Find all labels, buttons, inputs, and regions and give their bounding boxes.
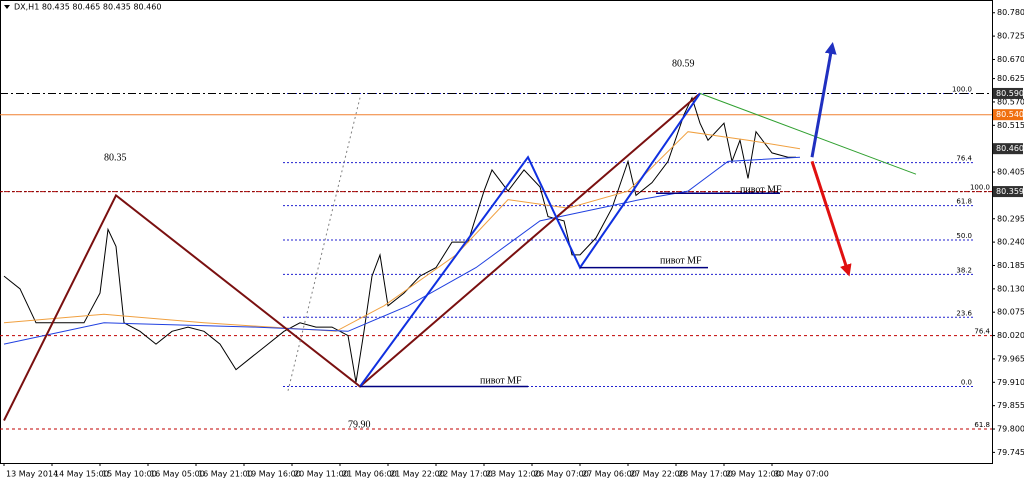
y-tick-label: 80.020 [997,331,1024,340]
y-tick-label: 80.075 [997,308,1024,317]
series-line [3,156,801,345]
menu-icon[interactable] [4,5,10,9]
x-tick-label: 14 May 15:00 [54,470,109,479]
x-tick-label: 19 May 16:00 [246,470,301,479]
fib-label-2: 76.4 [974,328,990,336]
x-tick-label: 21 May 06:00 [342,470,397,479]
series-line [287,97,361,391]
annotation: 79.90 [348,419,371,430]
arrow [810,41,837,158]
y-tick-label: 80.625 [997,74,1024,83]
series-line [699,92,917,175]
x-tick-label: 27 May 06:00 [582,470,637,479]
series-line [3,96,796,383]
x-tick-label: 27 May 22:00 [630,470,685,479]
y-tick-label: 80.405 [997,168,1024,177]
annotation: пивот MF [660,255,702,266]
annotation: пивот MF [480,375,522,386]
fib-label: 38.2 [956,266,972,274]
price-box-label: 80.359 [996,187,1024,196]
price-box [993,143,1023,155]
y-tick-label: 79.855 [997,401,1024,410]
y-tick-label: 79.800 [997,425,1024,434]
fib-label: 0.0 [961,379,972,387]
y-tick-label: 80.295 [997,214,1024,223]
y-tick-label: 80.130 [997,284,1024,293]
x-tick-label: 21 May 22:00 [390,470,445,479]
y-tick-label: 79.910 [997,378,1024,387]
y-tick-label: 80.515 [997,121,1024,130]
series-line [3,131,801,332]
price-box [993,87,1023,99]
price-box [993,186,1023,198]
y-tick-label: 80.725 [997,32,1024,41]
x-tick-label: 22 May 17:00 [438,470,493,479]
arrow [810,160,852,277]
price-box-label: 80.460 [996,144,1024,153]
price-box-label: 80.590 [996,89,1024,98]
x-tick-label: 29 May 12:00 [726,470,781,479]
y-tick-label: 80.240 [997,238,1024,247]
plot-frame [0,0,993,464]
annotation: 80.35 [104,152,127,163]
series-line [3,92,701,421]
x-tick-label: 26 May 07:00 [534,470,589,479]
price-box-label: 80.540 [996,110,1024,119]
price-box [993,109,1023,121]
y-tick-label: 80.185 [997,261,1024,270]
x-tick-label: 16 May 21:00 [198,470,253,479]
x-tick-label: 15 May 10:00 [102,470,157,479]
y-tick-label: 80.670 [997,55,1024,64]
series-line [359,92,701,388]
chart-title: DX,H1 80.435 80.465 80.435 80.460 [14,3,161,12]
x-tick-label: 13 May 2014 [6,470,58,479]
x-tick-label: 16 May 05:00 [150,470,205,479]
x-tick-label: 20 May 11:00 [294,470,349,479]
y-tick-label: 79.745 [997,448,1024,457]
fib-label: 23.6 [956,309,972,317]
annotation: пивот MF [740,184,782,195]
x-tick-label: 30 May 07:00 [774,470,829,479]
fib-label: 100.0 [952,85,972,93]
y-tick-label: 79.965 [997,354,1024,363]
x-tick-label: 28 May 17:00 [678,470,733,479]
fib-label: 61.8 [956,198,972,206]
fib-label: 50.0 [956,232,972,240]
fib-label-2: 61.8 [974,421,990,429]
fib-label: 76.4 [956,155,972,163]
fib-label-2: 100.0 [970,184,990,192]
y-tick-label: 80.780 [997,8,1024,17]
x-tick-label: 23 May 12:00 [486,470,541,479]
y-tick-label: 80.570 [997,97,1024,106]
annotation: 80.59 [672,58,695,69]
